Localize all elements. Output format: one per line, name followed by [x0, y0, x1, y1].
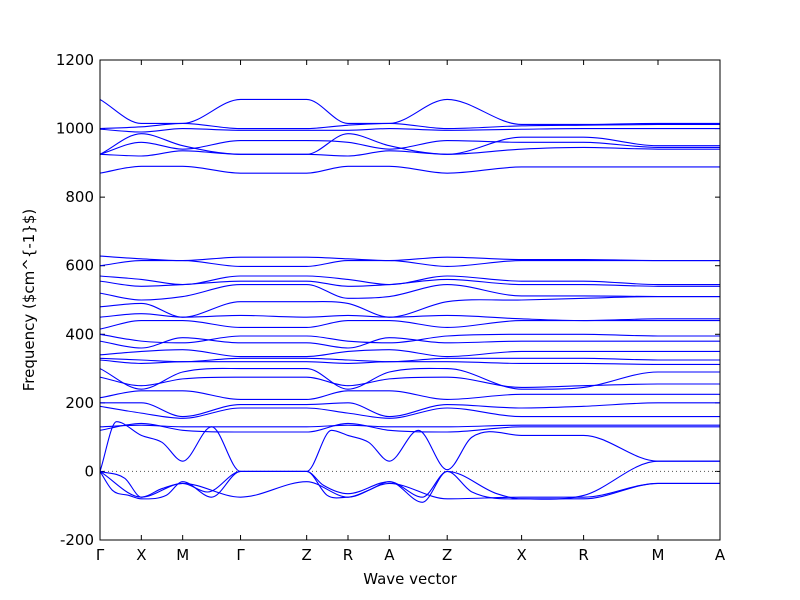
y-tick-label: 400	[65, 325, 94, 343]
x-tick-label: X	[516, 546, 526, 564]
y-axis: -200 0 200 400 600 800 1000 1200	[56, 51, 720, 549]
band-line-17	[99, 337, 720, 349]
band-line-26	[99, 424, 720, 428]
band-line-22	[99, 376, 720, 388]
band-line-7	[99, 165, 720, 174]
band-line-14	[99, 313, 720, 322]
y-tick-label: 1200	[56, 51, 94, 69]
band-line-15	[99, 320, 720, 330]
plot-frame	[99, 59, 721, 541]
y-tick-label: 1000	[56, 120, 94, 138]
band-line-1	[99, 98, 720, 126]
y-tick-label: 600	[65, 257, 94, 275]
band-line-3	[99, 128, 720, 133]
band-line-13	[99, 296, 720, 318]
x-tick-label: A	[715, 546, 726, 564]
x-tick-label: M	[652, 546, 665, 564]
band-line-16	[99, 333, 720, 344]
band-line-29	[99, 470, 720, 500]
band-line-28	[99, 421, 720, 472]
x-axis-title: Wave vector	[363, 570, 457, 588]
x-tick-label: Z	[442, 546, 452, 564]
band-line-6	[99, 146, 720, 157]
y-axis-title: Frequency ($cm^{-1}$)	[20, 209, 38, 392]
x-tick-label: Γ	[96, 546, 105, 564]
y-tick-label: -200	[60, 531, 94, 549]
band-line-27	[99, 422, 720, 433]
x-tick-label: Γ	[236, 546, 245, 564]
y-tick-label: 800	[65, 188, 94, 206]
x-tick-label: X	[136, 546, 146, 564]
band-series-group	[99, 98, 721, 503]
band-line-24	[99, 402, 720, 418]
band-line-23	[99, 390, 720, 400]
band-line-20	[99, 359, 720, 366]
band-line-5	[99, 140, 720, 155]
band-line-11	[99, 278, 720, 287]
band-line-21	[99, 367, 720, 390]
y-tick-label: 200	[65, 394, 94, 412]
band-line-18	[99, 349, 720, 358]
band-line-2	[99, 122, 720, 130]
band-line-12	[99, 284, 720, 301]
x-tick-label: A	[384, 546, 395, 564]
x-tick-label: Z	[302, 546, 312, 564]
y-tick-label: 0	[84, 462, 94, 480]
band-line-31	[99, 460, 720, 500]
band-line-10	[99, 275, 720, 286]
x-tick-label: M	[176, 546, 189, 564]
band-line-9	[99, 260, 720, 267]
band-line-25	[99, 405, 721, 419]
band-line-8	[99, 255, 720, 262]
x-tick-label: R	[578, 546, 588, 564]
x-tick-label: R	[343, 546, 353, 564]
band-line-4	[99, 133, 720, 155]
